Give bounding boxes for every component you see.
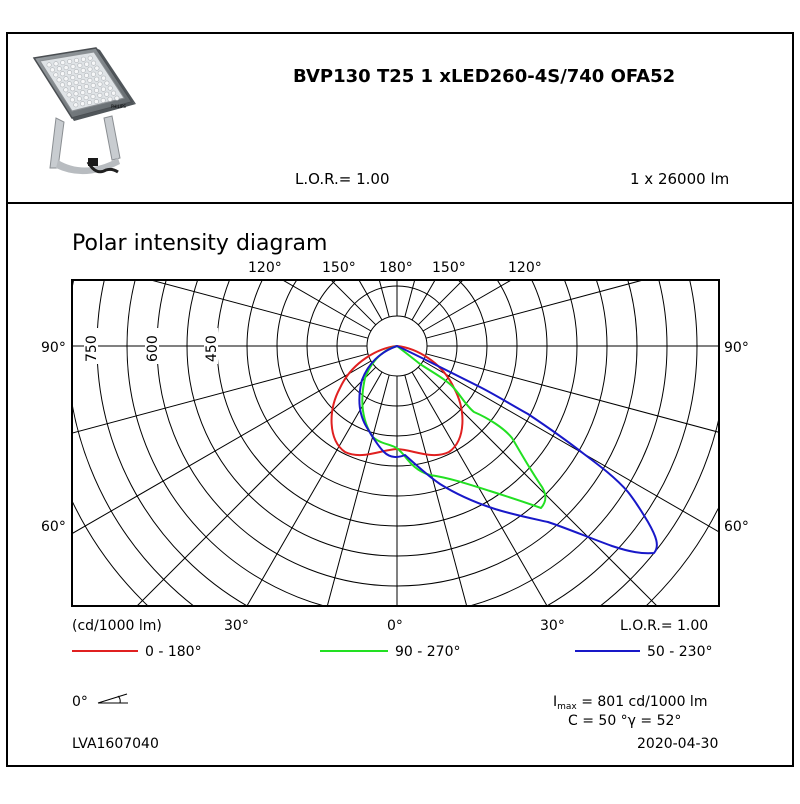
grid-spoke bbox=[148, 280, 369, 339]
grid-spoke bbox=[417, 366, 658, 606]
angle-label-30-left: 30° bbox=[224, 618, 249, 634]
legend: 0 - 180° 90 - 270° 50 - 230° bbox=[72, 644, 713, 660]
plot-frame bbox=[71, 279, 720, 607]
radial-label-750-bg bbox=[84, 328, 98, 364]
diagram-title: Polar intensity diagram bbox=[72, 231, 327, 256]
legend-label-90-270: 90 - 270° bbox=[395, 644, 461, 660]
radial-label-750: 750 bbox=[84, 335, 100, 362]
grid-spoke bbox=[422, 280, 513, 332]
grid-spoke bbox=[72, 360, 372, 535]
radial-label-600-bg bbox=[145, 328, 159, 364]
unit-label: (cd/1000 lm) bbox=[72, 618, 162, 634]
grid-spoke bbox=[326, 374, 390, 606]
grid-spoke bbox=[411, 371, 548, 606]
luminous-flux: 1 x 26000 lm bbox=[630, 170, 729, 188]
grid-spoke bbox=[72, 353, 369, 434]
floodlight-product-photo: PHILIPS bbox=[32, 47, 136, 175]
angle-label-150-right: 150° bbox=[432, 260, 466, 276]
tilt-angle-label: 0° bbox=[72, 694, 88, 710]
issue-date: 2020-04-30 bbox=[637, 736, 718, 752]
imax-text: Imax = 801 cd/1000 lm bbox=[553, 694, 707, 712]
angle-label-120-left: 120° bbox=[248, 260, 282, 276]
legend-label-0-180: 0 - 180° bbox=[145, 644, 202, 660]
angle-label-150-left: 150° bbox=[322, 260, 356, 276]
angle-label-60-left: 60° bbox=[41, 519, 66, 535]
angle-label-90-right: 90° bbox=[724, 340, 749, 356]
grid-spoke bbox=[136, 366, 377, 606]
angle-label-90-left: 90° bbox=[41, 340, 66, 356]
grid-spoke bbox=[246, 371, 383, 606]
c-gamma-text: C = 50 °γ = 52° bbox=[568, 713, 681, 729]
legend-label-50-230: 50 - 230° bbox=[647, 644, 713, 660]
diagram-frame bbox=[6, 202, 794, 767]
tilt-angle-icon bbox=[97, 693, 128, 704]
product-code: BVP130 T25 1 xLED260-4S/740 OFA52 bbox=[293, 66, 675, 87]
intensity-curves bbox=[330, 345, 658, 555]
radial-label-450-bg bbox=[204, 328, 218, 364]
angle-label-0: 0° bbox=[387, 618, 403, 634]
document-code: LVA1607040 bbox=[72, 736, 159, 752]
grid-spoke bbox=[404, 374, 468, 606]
angle-label-60-right: 60° bbox=[724, 519, 749, 535]
lor-header: L.O.R.= 1.00 bbox=[295, 170, 389, 188]
grid-spoke bbox=[422, 360, 719, 533]
angle-label-180: 180° bbox=[379, 260, 413, 276]
radial-label-450: 450 bbox=[204, 335, 220, 362]
angle-label-120-right: 120° bbox=[508, 260, 542, 276]
grid-spoke bbox=[425, 280, 646, 339]
angle-label-30-right: 30° bbox=[540, 618, 565, 634]
grid-spoke bbox=[281, 280, 372, 332]
radial-label-600: 600 bbox=[145, 335, 161, 362]
lor-diagram: L.O.R.= 1.00 bbox=[620, 618, 708, 634]
grid-spoke bbox=[425, 353, 719, 433]
curve-50-230 bbox=[358, 345, 658, 555]
svg-text:PHILIPS: PHILIPS bbox=[111, 104, 126, 109]
plot-background bbox=[72, 280, 719, 606]
